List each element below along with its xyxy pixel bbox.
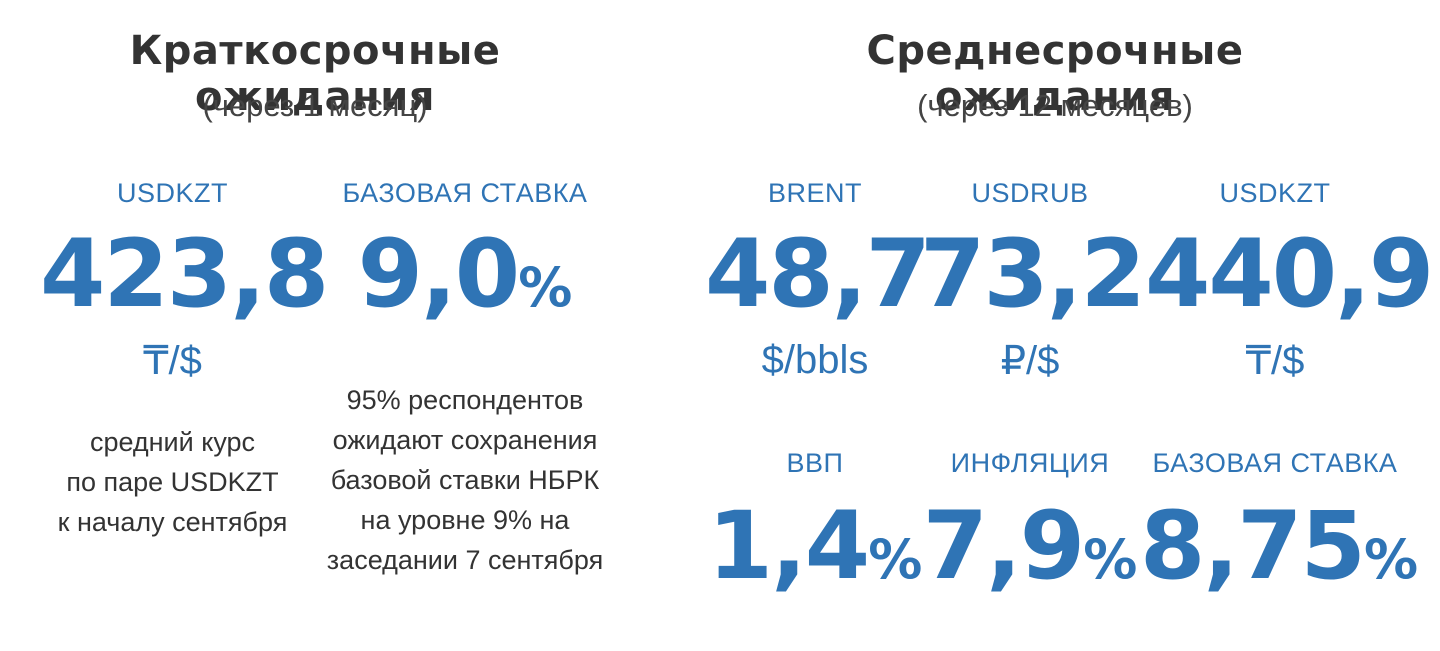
gdp-label: ВВП: [786, 448, 844, 478]
medium-usdkzt-label: USDKZT: [1219, 178, 1331, 208]
short-base-rate-description: 95% респондентов ожидают сохранения базо…: [315, 380, 615, 580]
inflation-label: ИНФЛЯЦИЯ: [950, 448, 1110, 478]
short-usdkzt-label: USDKZT: [117, 178, 228, 208]
short-base-rate-value-wrap: 9,0%: [320, 228, 610, 322]
gdp-value: 1,4: [707, 492, 871, 601]
description-line: к началу сентября: [57, 507, 288, 537]
medium-base-rate-label: БАЗОВАЯ СТАВКА: [1152, 448, 1398, 478]
short-base-rate-label: БАЗОВАЯ СТАВКА: [342, 178, 588, 208]
short-term-title: Краткосрочные ожидания: [129, 28, 501, 120]
description-line: на уровне 9% на: [360, 505, 570, 535]
medium-usdkzt-unit: ₸/$: [1245, 339, 1305, 383]
usdrub-value: 73,2: [920, 220, 1146, 329]
percent-sign: %: [1083, 528, 1138, 591]
gdp-value-wrap: 1,4%: [705, 500, 925, 594]
medium-term-title: Среднесрочные ожидания: [866, 28, 1244, 120]
medium-usdkzt-value: 440,9: [1145, 220, 1434, 329]
medium-base-rate-value-wrap: 8,75%: [1140, 500, 1418, 594]
short-usdkzt-value: 423,8: [40, 220, 329, 329]
medium-base-rate-value: 8,75: [1140, 492, 1366, 601]
percent-sign: %: [1363, 528, 1419, 591]
inflation-value-wrap: 7,9%: [920, 500, 1140, 594]
inflation-value: 7,9: [922, 492, 1086, 601]
short-base-rate-value: 9,0: [357, 220, 521, 329]
short-usdkzt-unit: ₸/$: [143, 339, 202, 383]
brent-unit: $/bbls: [761, 338, 869, 382]
description-line: базовой ставки НБРК: [330, 465, 600, 495]
description-line: заседании 7 сентября: [326, 545, 604, 575]
description-line: средний курс: [89, 427, 256, 457]
description-line: по паре USDKZT: [66, 467, 279, 497]
percent-sign: %: [868, 528, 923, 591]
usdrub-label: USDRUB: [971, 178, 1089, 208]
short-usdkzt-description: средний курс по паре USDKZT к началу сен…: [30, 422, 315, 542]
percent-sign: %: [518, 256, 573, 319]
brent-value: 48,7: [705, 220, 931, 329]
short-term-subtitle: (через 1 месяц): [202, 88, 428, 123]
brent-label: BRENT: [767, 178, 862, 208]
description-line: 95% респондентов: [346, 385, 584, 415]
description-line: ожидают сохранения: [332, 425, 598, 455]
usdrub-unit: ₽/$: [1000, 339, 1060, 383]
medium-term-subtitle: (через 12 месяцев): [917, 88, 1193, 123]
